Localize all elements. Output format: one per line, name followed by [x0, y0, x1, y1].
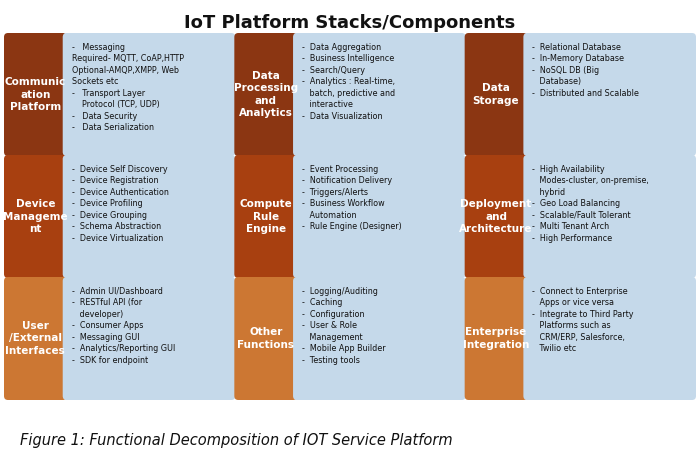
Text: -  Logging/Auditing
-  Caching
-  Configuration
-  User & Role
   Management
-  : - Logging/Auditing - Caching - Configura…	[302, 287, 386, 365]
FancyBboxPatch shape	[63, 155, 235, 278]
FancyBboxPatch shape	[4, 33, 66, 156]
Text: -  Connect to Enterprise
   Apps or vice versa
-  Integrate to Third Party
   Pl: - Connect to Enterprise Apps or vice ver…	[533, 287, 634, 353]
FancyBboxPatch shape	[4, 277, 66, 400]
Text: -  High Availability
   Modes-cluster, on-premise,
   hybrid
-  Geo Load Balanci: - High Availability Modes-cluster, on-pr…	[533, 165, 649, 243]
FancyBboxPatch shape	[234, 33, 297, 156]
Text: Deployment
and
Architecture: Deployment and Architecture	[459, 199, 533, 234]
Text: Device
Manageme
nt: Device Manageme nt	[3, 199, 68, 234]
Text: Data
Processing
and
Analytics: Data Processing and Analytics	[234, 71, 298, 118]
FancyBboxPatch shape	[63, 277, 235, 400]
Text: Data
Storage: Data Storage	[473, 83, 519, 106]
FancyBboxPatch shape	[234, 155, 297, 278]
Text: -  Admin UI/Dashboard
-  RESTful API (for
   developer)
-  Consumer Apps
-  Mess: - Admin UI/Dashboard - RESTful API (for …	[71, 287, 175, 365]
Text: Compute
Rule
Engine: Compute Rule Engine	[239, 199, 292, 234]
Text: Other
Functions: Other Functions	[237, 327, 294, 350]
Text: -  Data Aggregation
-  Business Intelligence
-  Search/Query
-  Analytics : Real: - Data Aggregation - Business Intelligen…	[302, 43, 395, 121]
FancyBboxPatch shape	[234, 277, 297, 400]
Text: -  Relational Database
-  In-Memory Database
-  NoSQL DB (Big
   Database)
-  Di: - Relational Database - In-Memory Databa…	[533, 43, 639, 98]
Text: IoT Platform Stacks/Components: IoT Platform Stacks/Components	[184, 14, 516, 32]
FancyBboxPatch shape	[465, 33, 527, 156]
FancyBboxPatch shape	[293, 277, 466, 400]
Text: Communic
ation
Platform: Communic ation Platform	[5, 77, 66, 112]
Text: Enterprise
Integration: Enterprise Integration	[463, 327, 529, 350]
FancyBboxPatch shape	[465, 277, 527, 400]
FancyBboxPatch shape	[465, 155, 527, 278]
FancyBboxPatch shape	[524, 33, 696, 156]
FancyBboxPatch shape	[4, 155, 66, 278]
Text: -  Event Processing
-  Notification Delivery
-  Triggers/Alerts
-  Business Work: - Event Processing - Notification Delive…	[302, 165, 402, 231]
Text: User
/External
Interfaces: User /External Interfaces	[6, 321, 65, 356]
Text: -   Messaging
Required- MQTT, CoAP,HTTP
Optional-AMQP,XMPP, Web
Sockets etc
-   : - Messaging Required- MQTT, CoAP,HTTP Op…	[71, 43, 183, 132]
FancyBboxPatch shape	[524, 155, 696, 278]
FancyBboxPatch shape	[524, 277, 696, 400]
Text: -  Device Self Discovery
-  Device Registration
-  Device Authentication
-  Devi: - Device Self Discovery - Device Registr…	[71, 165, 169, 243]
FancyBboxPatch shape	[293, 33, 466, 156]
FancyBboxPatch shape	[293, 155, 466, 278]
Text: Figure 1: Functional Decomposition of IOT Service Platform: Figure 1: Functional Decomposition of IO…	[20, 432, 453, 448]
FancyBboxPatch shape	[63, 33, 235, 156]
